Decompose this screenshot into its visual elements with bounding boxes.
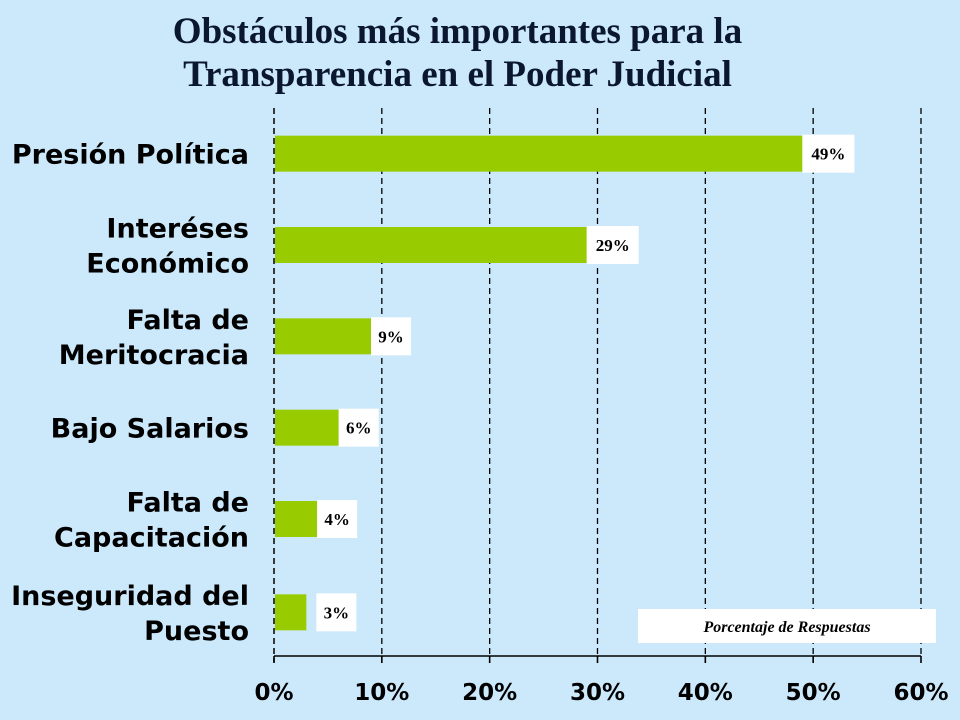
data-label: 29%: [596, 236, 630, 255]
x-axis-title: Porcentaje de Respuestas: [702, 619, 870, 636]
category-label: Bajo Salarios: [51, 414, 249, 445]
bar: [275, 501, 318, 537]
data-label-box: [802, 134, 855, 173]
category-label: Presión Política: [12, 140, 249, 171]
category-label: Interéses: [106, 214, 249, 245]
category-label: Falta de: [126, 488, 249, 519]
category-label: Falta de: [126, 305, 249, 336]
data-label: 6%: [346, 419, 372, 438]
x-tick-label: 20%: [462, 680, 517, 706]
data-label: 4%: [324, 510, 350, 529]
category-label: Económico: [86, 249, 249, 280]
chart-title-line-1: Obstáculos más importantes para la: [172, 11, 743, 52]
data-label: 3%: [324, 603, 350, 622]
data-label-box: [316, 593, 357, 632]
chart-title: Obstáculos más importantes para la Trans…: [0, 10, 915, 96]
x-tick-label: 60%: [893, 680, 948, 706]
x-tick-label: 50%: [786, 680, 841, 706]
data-label-box: [586, 226, 639, 264]
bar: [275, 594, 307, 631]
bar: [275, 409, 339, 446]
category-label: Capacitación: [54, 523, 249, 554]
category-label: Meritocracia: [59, 340, 249, 371]
bar: [275, 227, 587, 263]
x-axis-title-box: [638, 609, 936, 643]
data-label: 49%: [811, 145, 845, 164]
chart-title-line-2: Transparencia en el Poder Judicial: [183, 54, 732, 95]
x-tick-label: 0%: [254, 680, 293, 706]
data-label: 9%: [378, 327, 404, 346]
category-label: Inseguridad del: [11, 581, 249, 612]
x-tick-label: 30%: [570, 680, 625, 706]
bar: [275, 318, 372, 355]
data-label-box: [317, 500, 358, 538]
x-tick-label: 10%: [354, 680, 409, 706]
x-tick-label: 40%: [678, 680, 733, 706]
data-label-box: [338, 408, 379, 447]
data-label-box: [371, 317, 412, 356]
bar: [275, 135, 803, 172]
category-label: Puesto: [144, 616, 249, 647]
